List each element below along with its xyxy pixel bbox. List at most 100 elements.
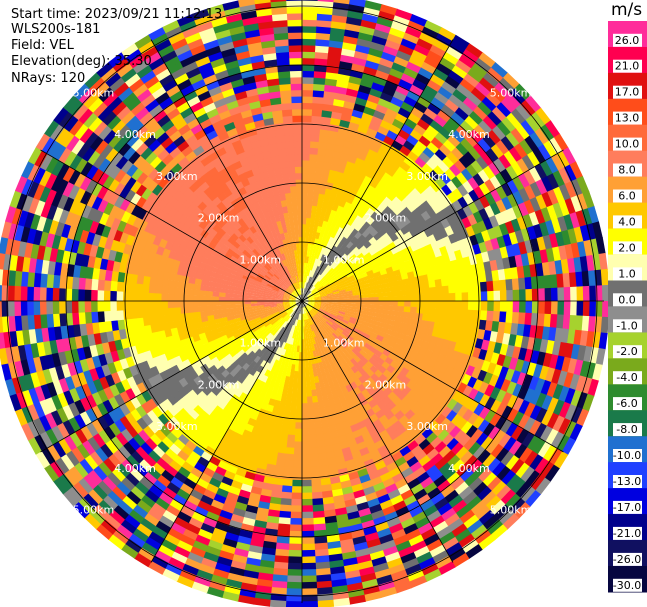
velocity-bin [468,201,480,215]
velocity-bin [395,49,413,62]
velocity-bin [302,51,316,59]
velocity-bin [290,498,302,507]
velocity-bin [411,145,424,158]
velocity-bin [342,255,351,263]
velocity-bin [370,284,379,291]
velocity-bin [340,298,348,302]
velocity-bin [505,131,521,148]
velocity-bin [378,305,386,310]
velocity-bin [316,19,333,28]
velocity-bin [319,268,325,276]
velocity-bin [58,287,66,301]
velocity-bin [346,301,354,304]
velocity-bin [320,278,327,284]
velocity-bin [477,220,488,233]
velocity-bin [412,78,428,91]
velocity-bin [307,198,313,206]
velocity-bin [311,257,317,265]
velocity-bin [386,73,402,86]
velocity-bin [357,265,366,273]
velocity-bin [305,281,309,289]
velocity-bin [520,99,537,117]
velocity-bin [343,282,352,288]
velocity-bin [421,26,440,40]
velocity-bin [330,27,346,36]
velocity-bin [109,290,117,301]
velocity-bin [408,177,421,189]
velocity-bin [316,25,332,35]
velocity-bin [487,129,502,145]
velocity-bin [467,176,480,191]
velocity-bin [382,277,391,284]
velocity-bin [327,175,336,184]
velocity-bin [397,306,405,312]
velocity-bin [218,304,226,310]
velocity-bin [339,220,348,230]
velocity-bin [452,187,464,201]
velocity-bin [557,301,565,316]
velocity-bin [335,85,348,95]
velocity-bin [592,221,603,240]
velocity-bin [498,77,516,94]
velocity-bin [409,282,417,290]
velocity-bin [391,140,404,152]
velocity-bin [316,160,325,169]
velocity-bin [524,312,533,326]
velocity-bin [546,173,560,190]
velocity-bin [395,279,404,287]
velocity-bin [472,210,484,224]
velocity-bin [332,254,339,262]
velocity-bin [325,181,334,190]
velocity-bin [444,168,457,181]
velocity-bin [317,147,327,156]
velocity-bin [328,259,335,267]
velocity-bin [573,359,584,377]
velocity-bin [309,285,315,292]
velocity-bin [471,62,488,78]
velocity-bin [516,158,530,174]
velocity-bin [313,251,319,259]
velocity-bin [487,110,503,127]
velocity-bin [308,296,315,299]
velocity-bin [364,311,372,316]
velocity-bin [375,167,387,178]
velocity-bin [372,301,380,306]
velocity-bin [332,150,343,160]
velocity-bin [327,302,335,305]
velocity-bin [336,205,345,214]
velocity-bin [402,31,420,45]
velocity-bin [286,434,295,442]
velocity-bin [306,282,311,290]
velocity-bin [457,196,469,209]
velocity-bin [468,336,478,348]
velocity-bin [369,41,386,52]
velocity-bin [502,257,511,270]
velocity-bin [428,279,437,288]
velocity-bin [573,256,583,273]
velocity-bin [302,296,308,301]
velocity-bin [316,599,335,607]
velocity-bin [525,95,542,113]
velocity-bin [231,304,239,309]
velocity-bin [345,290,354,295]
velocity-bin [330,189,338,198]
velocity-bin [553,186,566,204]
velocity-bin [287,562,302,570]
velocity-bin [313,293,321,297]
velocity-bin [460,120,475,135]
velocity-bin [434,220,446,232]
velocity-bin [308,230,314,238]
velocity-bin [435,286,443,295]
velocity-bin [312,96,324,104]
velocity-bin [557,215,569,233]
velocity-bin [443,139,457,153]
velocity-bin [154,285,163,294]
velocity-bin [539,221,550,238]
velocity-bin [422,307,431,315]
velocity-bin [390,285,398,292]
velocity-bin [575,210,587,228]
velocity-bin [485,270,494,283]
velocity-bin [441,80,457,95]
velocity-bin [416,193,427,205]
velocity-bin [45,300,54,315]
